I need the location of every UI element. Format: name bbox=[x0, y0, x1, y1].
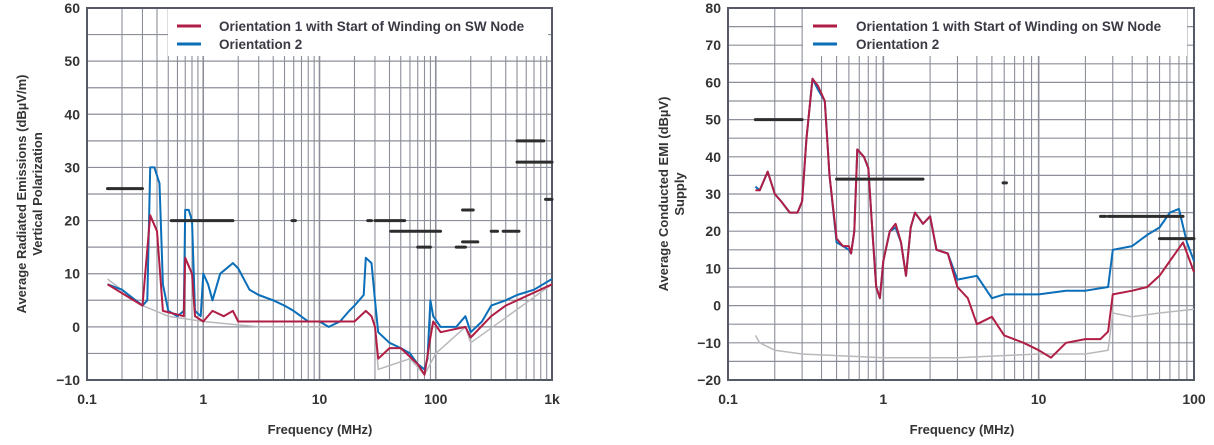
series-line-orientation2 bbox=[107, 166, 553, 371]
legend-label-orientation-1: Orientation 1 with Start of Winding on S… bbox=[856, 19, 1162, 34]
x-tick-label: 10 bbox=[312, 391, 328, 407]
y-tick-label: 50 bbox=[64, 53, 80, 69]
x-tick-label: 10 bbox=[1031, 391, 1047, 407]
y-axis-label-left-line2: Vertical Polarization bbox=[30, 132, 45, 256]
y-tick-label: 20 bbox=[64, 213, 80, 229]
legend-label-orientation-2: Orientation 2 bbox=[219, 37, 302, 52]
y-tick-label: −10 bbox=[56, 372, 80, 388]
y-tick-label: −20 bbox=[697, 372, 721, 388]
conducted-emi-chart: 0.1 1 10 100 −20 −10 0 10 20 30 40 50 60 70 80 bbox=[697, 0, 1206, 407]
x-axis-label-left: Frequency (MHz) bbox=[268, 422, 373, 437]
x-tick-label: 100 bbox=[1182, 391, 1206, 407]
y-axis-label-right-line1: Average Conducted EMI (dBµV) bbox=[656, 97, 671, 292]
legend-label-orientation-1: Orientation 1 with Start of Winding on S… bbox=[219, 19, 525, 34]
y-tick-label: 0 bbox=[713, 298, 721, 314]
y-axis-label-right-line2: Supply bbox=[672, 172, 687, 216]
plot-frame bbox=[727, 7, 1195, 381]
y-axis-label-left-line1: Average Radiated Emissions (dBµV/m) bbox=[14, 75, 29, 314]
y-tick-label: 30 bbox=[705, 186, 721, 202]
legend-label-orientation-2: Orientation 2 bbox=[856, 37, 939, 52]
y-tick-label: 60 bbox=[705, 74, 721, 90]
legend-left: Orientation 1 with Start of Winding on S… bbox=[168, 9, 548, 56]
x-axis-label-right: Frequency (MHz) bbox=[910, 422, 1015, 437]
y-tick-label: 30 bbox=[64, 159, 80, 175]
series-line-floor bbox=[754, 308, 1195, 359]
series-line-orientation1 bbox=[755, 77, 1195, 359]
x-tick-label: 100 bbox=[424, 391, 448, 407]
x-tick-label: 1 bbox=[879, 391, 887, 407]
legend-right: Orientation 1 with Start of Winding on S… bbox=[803, 9, 1187, 56]
legend-background bbox=[168, 9, 548, 56]
plot-frame bbox=[86, 7, 553, 381]
x-tick-label: 1k bbox=[544, 391, 560, 407]
y-tick-label: 20 bbox=[705, 223, 721, 239]
y-tick-label: 10 bbox=[705, 260, 721, 276]
y-tick-label: 70 bbox=[705, 37, 721, 53]
y-tick-label: 50 bbox=[705, 112, 721, 128]
x-tick-label: 0.1 bbox=[77, 391, 97, 407]
y-tick-label: −10 bbox=[697, 335, 721, 351]
legend-background bbox=[803, 9, 1187, 56]
y-tick-label: 10 bbox=[64, 266, 80, 282]
series-line-orientation1 bbox=[106, 214, 553, 376]
y-tick-label: 60 bbox=[64, 0, 80, 16]
y-tick-label: 0 bbox=[72, 319, 80, 335]
x-tick-label: 1 bbox=[199, 391, 207, 407]
y-tick-label: 40 bbox=[705, 149, 721, 165]
radiated-emissions-chart: 0.1 1 10 100 1k −10 0 10 20 30 40 50 60 bbox=[56, 0, 560, 407]
x-tick-label: 0.1 bbox=[718, 391, 738, 407]
y-tick-label: 40 bbox=[64, 106, 80, 122]
y-tick-label: 80 bbox=[705, 0, 721, 16]
